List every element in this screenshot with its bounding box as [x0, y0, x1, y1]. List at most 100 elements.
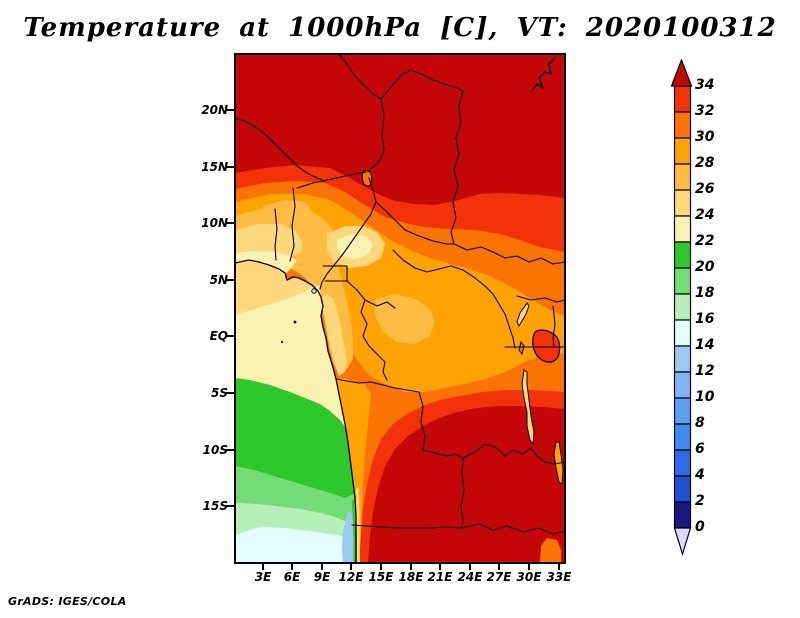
x-tick-mark — [262, 563, 264, 570]
colorbar-label-30: 30 — [695, 129, 715, 145]
plot-title: Temperature at 1000hPa [C], VT: 20201003… — [23, 13, 777, 43]
y-tick-mark — [226, 335, 234, 337]
sao-tome-island — [293, 320, 297, 324]
country-borders — [234, 53, 566, 535]
x-tick-label-15E: 15E — [368, 570, 394, 584]
x-tick-mark — [410, 563, 412, 570]
x-tick-label-9E: 9E — [313, 570, 331, 584]
colorbar-label-8: 8 — [695, 415, 705, 431]
x-tick-label-24E: 24E — [457, 570, 483, 584]
x-tick-label-18E: 18E — [398, 570, 424, 584]
colorbar — [670, 59, 693, 557]
annobon-island — [280, 340, 284, 344]
x-tick-label-30E: 30E — [516, 570, 542, 584]
y-tick-mark — [226, 279, 234, 281]
y-tick-mark — [226, 505, 234, 507]
lake-albert — [516, 302, 530, 328]
x-tick-mark — [528, 563, 530, 570]
colorbar-label-12: 12 — [695, 363, 715, 379]
sea-20-22 — [235, 378, 354, 498]
x-tick-mark — [439, 563, 441, 570]
colorbar-label-22: 22 — [695, 233, 715, 249]
x-tick-mark — [350, 563, 352, 570]
x-tick-mark — [321, 563, 323, 570]
field-corner-30 — [540, 538, 561, 563]
colorbar-label-34: 34 — [695, 77, 715, 93]
y-tick-mark — [226, 109, 234, 111]
colorbar-over-arrow — [670, 59, 693, 87]
x-tick-mark — [558, 563, 560, 570]
lake-tanganyika — [521, 369, 535, 446]
x-tick-label-27E: 27E — [486, 570, 512, 584]
field-guinea-24 — [235, 224, 303, 260]
colorbar-label-16: 16 — [695, 311, 715, 327]
colorbar-cell-6 — [673, 423, 692, 451]
colorbar-cell-22 — [673, 215, 692, 243]
x-tick-label-6E: 6E — [283, 570, 301, 584]
colorbar-label-6: 6 — [695, 441, 705, 457]
colorbar-cell-24 — [673, 189, 692, 217]
field-se-over34 — [368, 406, 565, 563]
sea-12-14-benguela — [342, 510, 353, 563]
colorbar-cell-12 — [673, 345, 692, 373]
colorbar-label-0: 0 — [695, 519, 705, 535]
temperature-map — [234, 53, 566, 564]
x-tick-mark — [498, 563, 500, 570]
y-tick-label-10S: 10S — [202, 443, 228, 457]
y-tick-mark — [226, 449, 234, 451]
y-tick-mark — [226, 392, 234, 394]
x-tick-label-12E: 12E — [338, 570, 364, 584]
y-tick-label-15S: 15S — [202, 499, 228, 513]
sea-coast-fringe-green — [351, 499, 356, 563]
x-tick-mark — [380, 563, 382, 570]
colorbar-cell-28 — [673, 137, 692, 165]
sea-14-16 — [235, 527, 356, 563]
field-coast-fringe-yellow — [356, 487, 360, 563]
x-tick-label-3E: 3E — [254, 570, 272, 584]
x-tick-mark — [469, 563, 471, 570]
colorbar-cell-30 — [673, 111, 692, 139]
field-gabon-24 — [321, 294, 347, 376]
field-adamawa-22 — [337, 234, 373, 260]
sea-22-24 — [235, 285, 347, 430]
colorbar-cell-8 — [673, 397, 692, 425]
colorbar-cell-32 — [673, 85, 692, 113]
colorbar-cell-20 — [673, 241, 692, 269]
colorbar-label-10: 10 — [695, 389, 715, 405]
y-tick-label-15N: 15N — [201, 160, 228, 174]
field-congo-26 — [375, 294, 435, 344]
x-tick-mark — [291, 563, 293, 570]
colorbar-label-18: 18 — [695, 285, 715, 301]
y-tick-label-20N: 20N — [201, 103, 228, 117]
colorbar-cell-16 — [673, 293, 692, 321]
colorbar-cell-2 — [673, 475, 692, 503]
credit-text: GrADS: IGES/COLA — [8, 595, 127, 608]
y-tick-mark — [226, 166, 234, 168]
bioko-island — [311, 288, 317, 294]
nile-river — [530, 57, 556, 93]
colorbar-cell-10 — [673, 371, 692, 399]
y-tick-mark — [226, 222, 234, 224]
sea-18-20 — [235, 466, 356, 522]
colorbar-label-26: 26 — [695, 181, 715, 197]
coastline — [234, 259, 357, 563]
colorbar-label-20: 20 — [695, 259, 715, 275]
x-tick-label-21E: 21E — [427, 570, 453, 584]
field-coast-22 — [235, 251, 297, 273]
colorbar-cell-18 — [673, 267, 692, 295]
map-frame — [234, 53, 566, 564]
colorbar-cell-14 — [673, 319, 692, 347]
y-tick-label-EQ: EQ — [209, 329, 228, 343]
y-tick-label-10N: 10N — [201, 216, 228, 230]
colorbar-label-4: 4 — [695, 467, 705, 483]
field-angola-coast — [336, 378, 371, 563]
colorbar-label-24: 24 — [695, 207, 715, 223]
colorbar-under-arrow — [673, 527, 692, 557]
colorbar-label-14: 14 — [695, 337, 715, 353]
x-tick-label-33E: 33E — [546, 570, 572, 584]
colorbar-cell-26 — [673, 163, 692, 191]
colorbar-cell-0 — [673, 501, 692, 529]
colorbar-label-28: 28 — [695, 155, 715, 171]
y-tick-label-5S: 5S — [211, 386, 228, 400]
